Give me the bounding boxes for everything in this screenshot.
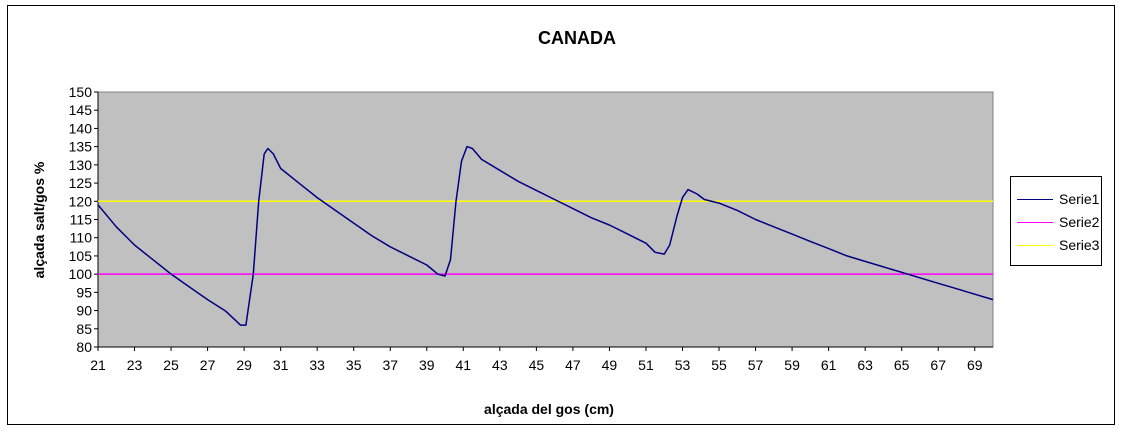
plot-background <box>97 91 994 348</box>
x-tick-label-31: 31 <box>273 357 289 373</box>
series-line-serie1 <box>97 145 994 326</box>
y-tick-label-135: 135 <box>69 139 93 155</box>
x-tick-label-55: 55 <box>711 357 727 373</box>
y-tick-label-80: 80 <box>76 339 92 355</box>
legend-swatch-serie1 <box>1017 198 1053 200</box>
plot-area: 80 85 90 95 100 105 110 115 120 125 130 135 140 145 15… <box>69 84 994 373</box>
x-tick-label-25: 25 <box>163 357 179 373</box>
x-tick-label-59: 59 <box>784 357 800 373</box>
legend-label-serie2: Serie2 <box>1059 214 1100 230</box>
x-tick-label-39: 39 <box>419 357 435 373</box>
x-tick-label-53: 53 <box>675 357 691 373</box>
x-tick-label-23: 23 <box>127 357 143 373</box>
y-tick-label-100: 100 <box>69 266 93 282</box>
legend-item-serie1: Serie1 <box>1017 189 1099 209</box>
chart-title: CANADA <box>538 28 616 48</box>
y-axis-label: alçada salt/gos % <box>31 161 47 278</box>
y-tick-label-125: 125 <box>69 175 93 191</box>
y-tick-label-105: 105 <box>69 248 93 264</box>
x-tick-label-51: 51 <box>638 357 654 373</box>
x-tick-label-41: 41 <box>456 357 472 373</box>
x-tick-label-37: 37 <box>382 357 398 373</box>
x-tick-label-49: 49 <box>602 357 618 373</box>
legend: Serie1 Serie2 Serie3 <box>1010 176 1102 266</box>
y-tick-label-130: 130 <box>69 157 93 173</box>
x-tick-label-35: 35 <box>346 357 362 373</box>
y-tick-label-115: 115 <box>70 212 93 228</box>
x-tick-label-47: 47 <box>565 357 581 373</box>
legend-item-serie3: Serie3 <box>1017 235 1099 255</box>
y-tick-label-140: 140 <box>69 120 93 136</box>
x-tick-label-63: 63 <box>857 357 873 373</box>
x-tick-label-69: 69 <box>967 357 983 373</box>
x-tick-label-33: 33 <box>309 357 325 373</box>
y-tick-label-110: 110 <box>70 230 93 246</box>
y-tick-label-145: 145 <box>69 102 93 118</box>
x-tick-label-29: 29 <box>236 357 252 373</box>
x-tick-label-27: 27 <box>200 357 216 373</box>
legend-label-serie1: Serie1 <box>1059 191 1100 207</box>
legend-item-serie2: Serie2 <box>1017 212 1099 232</box>
y-tick-label-95: 95 <box>76 284 92 300</box>
x-tick-label-65: 65 <box>894 357 910 373</box>
x-tick-label-21: 21 <box>90 357 106 373</box>
x-tick-label-57: 57 <box>748 357 764 373</box>
x-tick-label-67: 67 <box>930 357 946 373</box>
y-tick-label-120: 120 <box>69 193 93 209</box>
y-tick-label-90: 90 <box>76 303 92 319</box>
y-tick-label-85: 85 <box>76 321 92 337</box>
legend-swatch-serie3 <box>1017 244 1053 246</box>
x-tick-label-43: 43 <box>492 357 508 373</box>
y-tick-label-150: 150 <box>69 84 93 100</box>
x-tick-label-45: 45 <box>529 357 545 373</box>
legend-label-serie3: Serie3 <box>1059 237 1100 253</box>
x-axis-label: alçada del gos (cm) <box>484 401 614 417</box>
legend-swatch-serie2 <box>1017 221 1053 223</box>
x-tick-label-61: 61 <box>821 357 837 373</box>
